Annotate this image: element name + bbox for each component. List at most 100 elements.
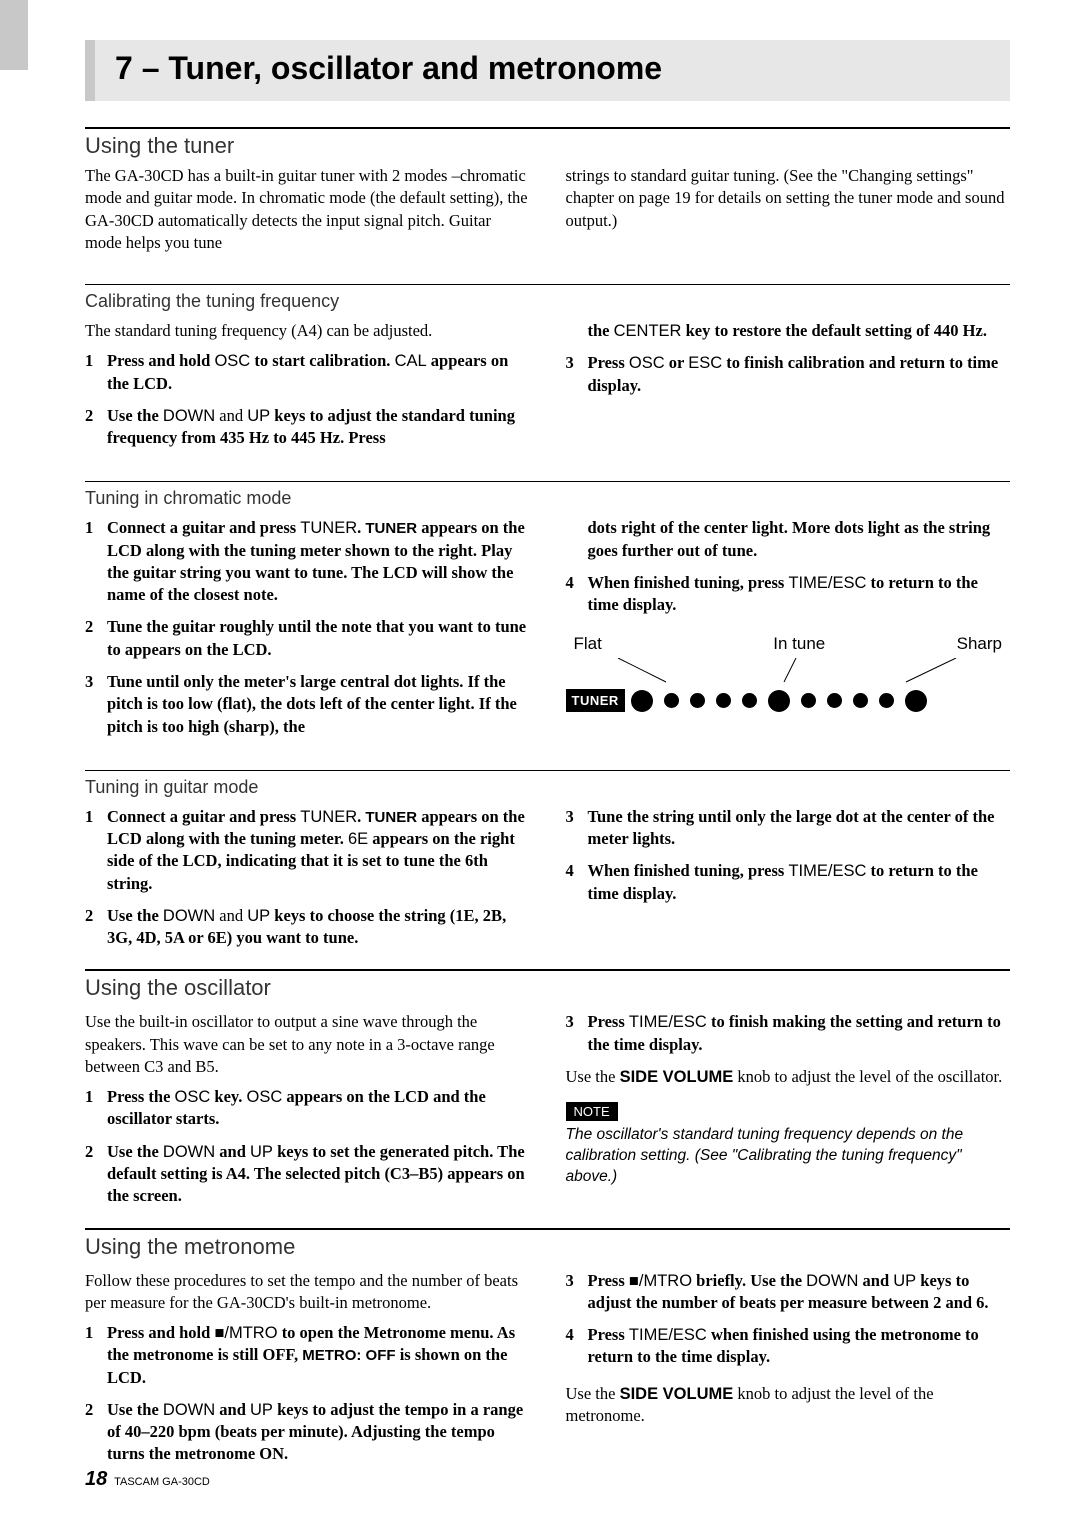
t: or (665, 353, 689, 372)
section-metro-title: Using the metronome (85, 1228, 1010, 1260)
dot (853, 693, 868, 708)
tuner-intro-right: strings to standard guitar tuning. (See … (566, 165, 1011, 232)
guitar-step2: Use the DOWN and UP keys to choose the s… (85, 905, 530, 950)
t: the (588, 321, 614, 340)
t: and (215, 1400, 250, 1419)
chromatic-row: Connect a guitar and press TUNER. TUNER … (85, 517, 1010, 747)
dot (801, 693, 816, 708)
dot (716, 693, 731, 708)
metro-step1: Press and hold ■/MTRO to open the Metron… (85, 1322, 530, 1389)
dot-center (768, 690, 790, 712)
calibrate-steps-left: Press and hold OSC to start calibration.… (85, 350, 530, 449)
label-sharp: Sharp (957, 634, 1002, 654)
dot (905, 690, 927, 712)
cal-step2: Use the DOWN and UP keys to adjust the s… (85, 405, 530, 450)
t: to start calibration. (250, 351, 394, 370)
lcd: OSC (247, 1088, 283, 1106)
lcd: CAL (395, 352, 427, 370)
dot (631, 690, 653, 712)
lcd: METRO: OFF (302, 1347, 395, 1364)
t: Use the (566, 1067, 620, 1086)
osc-row: Use the built-in oscillator to output a … (85, 1011, 1010, 1217)
tuner-dots (631, 690, 1010, 712)
k: UP (250, 1401, 273, 1419)
t: When finished tuning, press (588, 861, 789, 880)
metro-step3: Press ■/MTRO briefly. Use the DOWN and U… (566, 1270, 1011, 1315)
t: Use the (107, 1400, 163, 1419)
k: TUNER (300, 808, 357, 826)
k: DOWN (163, 907, 215, 925)
chrom-cont: dots right of the center light. More dot… (566, 517, 1011, 562)
k: ■/MTRO (214, 1324, 277, 1342)
chapter-title: 7 – Tuner, oscillator and metronome (115, 50, 990, 87)
k: CENTER (614, 322, 682, 340)
tuner-intro-row: The GA-30CD has a built-in guitar tuner … (85, 165, 1010, 262)
t: Press the (107, 1087, 175, 1106)
tuner-badge: TUNER (566, 689, 625, 712)
t: and (215, 906, 247, 925)
k: DOWN (806, 1272, 858, 1290)
osc-step1: Press the OSC key. OSC appears on the LC… (85, 1086, 530, 1131)
metro-vol: Use the SIDE VOLUME knob to adjust the l… (566, 1383, 1011, 1428)
calibrate-steps-right: Press OSC or ESC to finish calibration a… (566, 352, 1011, 397)
calibrate-row: The standard tuning frequency (A4) can b… (85, 320, 1010, 459)
metro-steps-left: Press and hold ■/MTRO to open the Metron… (85, 1322, 530, 1466)
t: Connect a guitar and press (107, 807, 300, 826)
t: Press (588, 1012, 629, 1031)
k: SIDE VOLUME (620, 1068, 734, 1086)
lcd: 6E (348, 830, 368, 848)
cal-step1: Press and hold OSC to start calibration.… (85, 350, 530, 395)
label-intune: In tune (733, 634, 825, 654)
guitar-step4: When finished tuning, press TIME/ESC to … (566, 860, 1011, 905)
t: Press and hold (107, 1323, 214, 1342)
side-tab (0, 0, 28, 70)
k: DOWN (163, 407, 215, 425)
chrom-step4: When finished tuning, press TIME/ESC to … (566, 572, 1011, 617)
guitar-step3: Tune the string until only the large dot… (566, 806, 1011, 851)
k: TIME/ESC (629, 1326, 707, 1344)
dot (690, 693, 705, 708)
k: DOWN (163, 1143, 215, 1161)
k: ■/MTRO (629, 1272, 692, 1290)
guitar-row: Connect a guitar and press TUNER. TUNER … (85, 806, 1010, 960)
k: UP (247, 407, 270, 425)
t: briefly. Use the (692, 1271, 806, 1290)
metro-row: Follow these procedures to set the tempo… (85, 1270, 1010, 1476)
calibrate-lead: The standard tuning frequency (A4) can b… (85, 320, 530, 342)
k: TIME/ESC (788, 862, 866, 880)
t: key. (210, 1087, 246, 1106)
chapter-header: 7 – Tuner, oscillator and metronome (85, 40, 1010, 101)
guitar-steps-left: Connect a guitar and press TUNER. TUNER … (85, 806, 530, 950)
k: UP (893, 1272, 916, 1290)
t: Press and hold (107, 351, 214, 370)
section-tuner-title: Using the tuner (85, 127, 1010, 159)
t: and (215, 1142, 250, 1161)
k: OSC (629, 354, 665, 372)
t: Use the (107, 406, 163, 425)
osc-steps-right: Press TIME/ESC to finish making the sett… (566, 1011, 1011, 1056)
metro-step4: Press TIME/ESC when finished using the m… (566, 1324, 1011, 1369)
k: OSC (214, 352, 250, 370)
chromatic-title: Tuning in chromatic mode (85, 481, 1010, 509)
t: Connect a guitar and press (107, 518, 300, 537)
lcd: TUNER (365, 520, 417, 537)
t: Press (588, 1325, 629, 1344)
lcd: TUNER (365, 809, 417, 826)
k: TIME/ESC (629, 1013, 707, 1031)
t: Use the (566, 1384, 620, 1403)
calibrate-title: Calibrating the tuning frequency (85, 284, 1010, 312)
osc-step2: Use the DOWN and UP keys to set the gene… (85, 1141, 530, 1208)
osc-intro: Use the built-in oscillator to output a … (85, 1011, 530, 1078)
guitar-steps-right: Tune the string until only the large dot… (566, 806, 1011, 905)
t: Use the (107, 906, 163, 925)
chrom-steps-right: When finished tuning, press TIME/ESC to … (566, 572, 1011, 617)
chrom-steps-left: Connect a guitar and press TUNER. TUNER … (85, 517, 530, 737)
page-number: 18 (85, 1468, 107, 1490)
dot (742, 693, 757, 708)
osc-vol: Use the SIDE VOLUME knob to adjust the l… (566, 1066, 1011, 1088)
t: and (858, 1271, 893, 1290)
product-name: TASCAM GA-30CD (114, 1476, 210, 1488)
t: When finished tuning, press (588, 573, 789, 592)
guitar-step1: Connect a guitar and press TUNER. TUNER … (85, 806, 530, 895)
dot (879, 693, 894, 708)
